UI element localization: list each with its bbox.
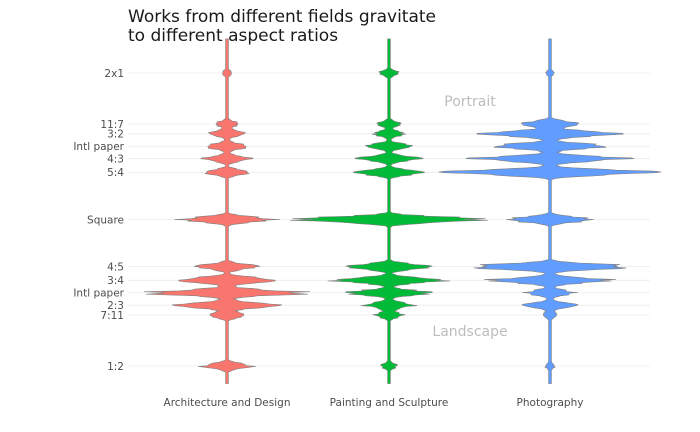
y-tick-label: 2:3 [107, 300, 124, 312]
y-tick-label: 3:2 [107, 129, 124, 141]
violin-painting-and-sculpture [290, 38, 488, 384]
y-tick-label: 4:5 [107, 261, 124, 273]
x-tick-label: Photography [517, 397, 584, 409]
annotation-landscape: Landscape [432, 324, 507, 340]
y-tick-label: Square [87, 214, 124, 226]
violin-architecture-and-design [143, 38, 311, 384]
chart-title-line-1: Works from different fields gravitate [128, 7, 436, 27]
chart-title-line-2: to different aspect ratios [128, 26, 338, 46]
y-tick-label: Intl paper [73, 288, 124, 300]
y-tick-label: 11:7 [100, 119, 124, 131]
y-tick-label: 2x1 [104, 68, 124, 80]
y-tick-label: 4:3 [107, 154, 124, 166]
x-tick-label: Painting and Sculpture [330, 397, 449, 409]
y-tick-label: Intl paper [73, 141, 124, 153]
y-tick-label: 7:11 [100, 310, 124, 322]
x-tick-label: Architecture and Design [164, 397, 291, 409]
violin-photography [438, 38, 662, 384]
annotations: Portrait Landscape [432, 94, 507, 340]
y-tick-label: 5:4 [107, 167, 124, 179]
annotation-portrait: Portrait [444, 94, 496, 110]
y-tick-label: 3:4 [107, 275, 124, 287]
violins [143, 38, 662, 384]
x-axis-ticks: Architecture and Design Painting and Scul… [164, 397, 584, 409]
y-tick-label: 1:2 [107, 361, 124, 373]
